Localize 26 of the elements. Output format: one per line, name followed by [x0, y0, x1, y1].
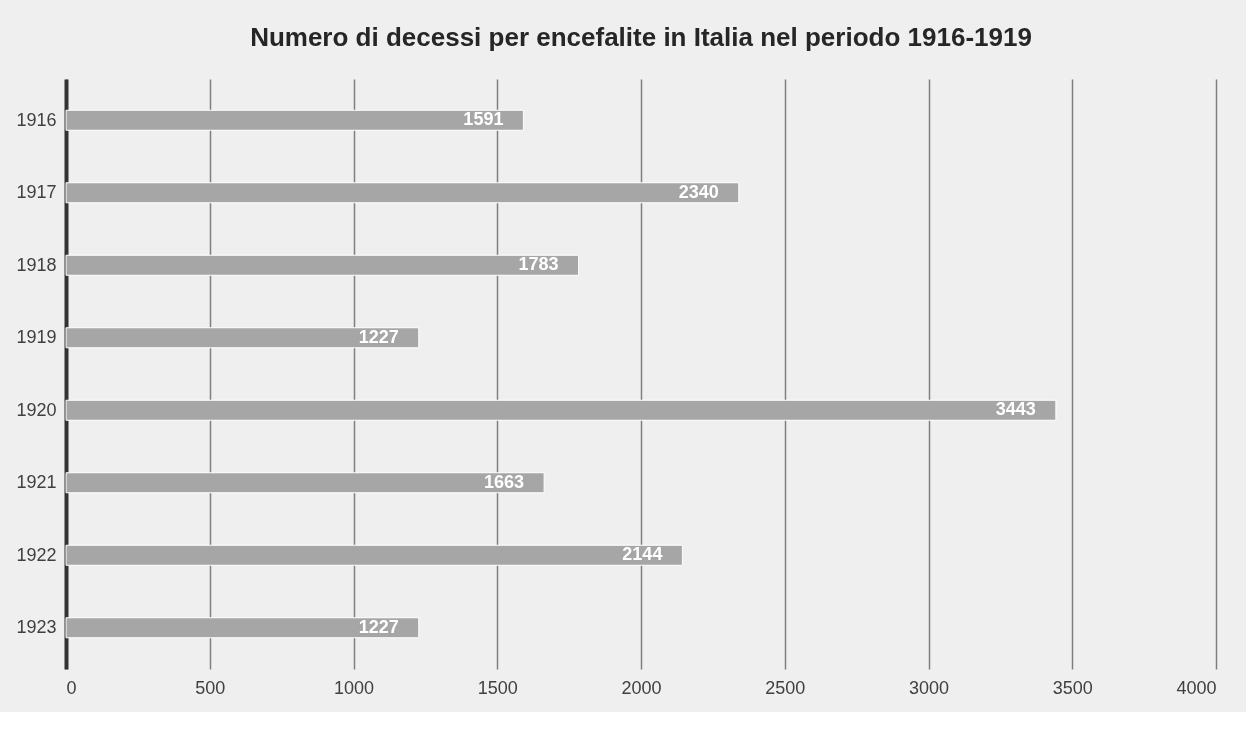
- y-tick-label: 1918: [16, 254, 57, 275]
- y-tick-label: 1919: [16, 327, 57, 348]
- x-tick-label: 500: [195, 677, 226, 698]
- y-tick-label: 1921: [16, 472, 57, 493]
- x-tick-label: 0: [66, 677, 77, 698]
- data-label: 3443: [995, 399, 1036, 420]
- x-tick-label: 1500: [477, 677, 518, 698]
- x-tick-label: 4000: [1176, 677, 1217, 698]
- data-label: 1591: [463, 109, 504, 130]
- data-label: 1227: [358, 326, 399, 347]
- y-tick-label: 1923: [16, 617, 57, 638]
- y-tick-label: 1922: [16, 544, 57, 565]
- x-tick-label: 2000: [621, 677, 662, 698]
- data-label: 1227: [358, 616, 399, 637]
- data-label: 2144: [622, 544, 663, 565]
- x-tick-label: 2500: [765, 677, 806, 698]
- x-tick-label: 3500: [1052, 677, 1093, 698]
- y-tick-label: 1916: [16, 109, 57, 130]
- data-label: 2340: [678, 181, 719, 202]
- x-tick-label: 3000: [908, 677, 950, 698]
- data-label: 1783: [518, 254, 559, 275]
- data-label: 1663: [484, 471, 525, 492]
- chart-title: Numero di decessi per encefalite in Italia nel periodo 1916-1919: [250, 22, 1032, 52]
- y-tick-label: 1917: [16, 182, 57, 203]
- x-tick-label: 1000: [333, 677, 375, 698]
- y-tick-label: 1920: [16, 399, 57, 420]
